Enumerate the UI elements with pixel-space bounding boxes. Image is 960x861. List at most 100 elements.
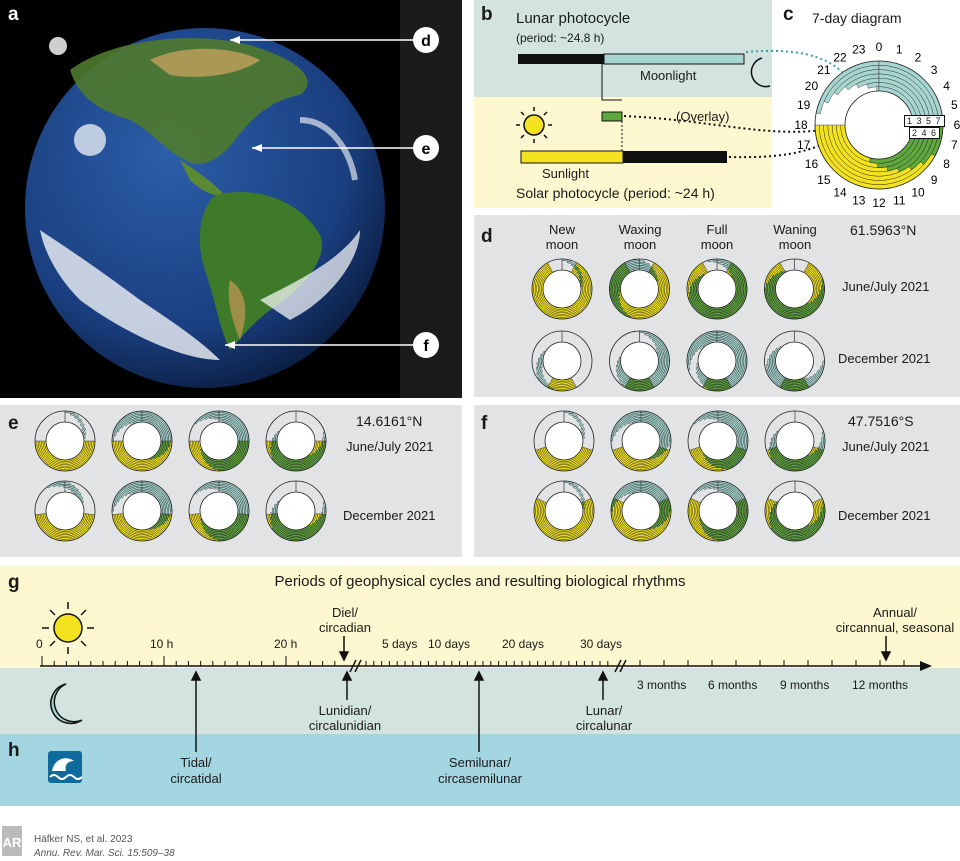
marker-d: d [421,33,431,50]
panel-d-latitude: 61.5963°N [850,222,917,238]
hour-label: 14 [833,186,847,200]
panel-e-latitude: 14.6161°N [356,413,423,429]
panel-f-row2: December 2021 [838,508,931,523]
label-lunar: Lunar/ circalunar [575,703,633,733]
moon-dot [49,37,67,55]
ring-1-3 [265,480,327,542]
panel-d-row2: December 2021 [838,351,931,366]
credit-line1: Häfker NS, et al. 2023 [34,834,133,845]
hour-label: 20 [805,79,819,93]
sun-icon-small [516,107,552,143]
ar-logo: AR [2,826,22,856]
moon-icon [750,57,771,88]
tick-10days: 10 days [428,637,471,651]
ring-0-0 [34,410,96,472]
ring-0-0 [531,258,593,320]
day-labels-bottom: 2 4 6 [909,127,941,139]
panel-g-bg [0,566,960,668]
panel-e-rings [34,410,327,542]
hour-label: 4 [943,79,950,93]
panel-b-label: b [481,4,493,25]
hour-label: 7 [951,138,958,152]
panel-f-label: f [481,413,488,434]
panel-h-bg [0,734,960,806]
day-labels-top: 1 3 5 7 [904,115,945,127]
credit-line2: Annu. Rev. Mar. Sci. 15:509–38 [34,848,175,859]
ring-0-2 [687,410,749,472]
marker-f: f [423,338,429,355]
ring-1-0 [533,480,595,542]
ring-1-2 [188,480,250,542]
panel-d-label: d [481,226,493,247]
marker-e: e [422,141,431,158]
hour-label: 3 [931,63,938,77]
ring-0-0 [533,410,595,472]
svg-text:AR: AR [3,835,22,850]
lunar-photocycle-title: Lunar photocycle [516,10,631,27]
lunar-period: (period: ~24.8 h) [516,31,605,45]
overlay-label: (Overlay) [676,109,730,124]
hour-label: 5 [951,98,958,112]
ring-0-2 [686,258,748,320]
hour-label: 2 [915,50,922,64]
col-waning-moon: Waning moon [773,222,817,252]
col-waxing-moon: Waxing moon [618,222,662,252]
panel-a: d e f a [0,0,462,398]
timeline-axis [40,602,932,783]
tick-30days: 30 days [580,637,623,651]
sun-icon [42,602,94,654]
seven-day-title: 7-day diagram [812,10,902,26]
earth-image: d e f [25,0,462,398]
panel-g-title: Periods of geophysical cycles and result… [274,573,686,590]
hour-label: 6 [954,118,960,132]
ring-1-1 [111,480,173,542]
hour-label: 22 [833,50,847,64]
panel-g-label: g [8,572,20,593]
ring-1-1 [609,330,670,392]
photocycle-diagram [516,49,843,164]
ring-0-1 [111,410,173,472]
hour-label: 21 [817,63,831,77]
col-new-moon: New moon [545,222,579,252]
tick-3months: 3 months [637,678,687,692]
panel-b-lunar-bg [474,0,772,97]
ring-1-2 [687,480,749,542]
hour-label: 23 [852,43,866,57]
col-full-moon: Full moon [700,222,734,252]
ring-1-0 [531,330,593,392]
tick-12months: 12 months [852,678,909,692]
ring-0-3 [764,410,826,472]
hour-label: 16 [805,157,819,171]
moonlight-bar [603,53,745,65]
ring-1-1 [610,480,672,542]
solar-photocycle-title: Solar photocycle (period: ~24 h) [516,185,715,201]
label-lunidian: Lunidian/ circalunidian [308,703,382,733]
hour-label: 19 [797,98,811,112]
hour-label: 11 [893,193,906,207]
label-diel: Diel/ circadian [318,605,372,635]
big-ring [814,60,944,190]
tick-0: 0 [36,637,43,651]
ring-0-3 [764,258,825,320]
hour-label: 1 [896,43,903,57]
panel-a-label: a [8,4,19,25]
panel-f-rings [533,410,826,542]
tick-10h: 10 h [150,637,174,651]
hour-label: 0 [876,40,883,54]
wave-icon [48,751,83,783]
ring-0-1 [609,258,670,320]
label-semilunar: Semilunar/ circasemilunar [438,755,522,786]
hour-label: 18 [794,118,808,132]
tick-20h: 20 h [274,637,298,651]
panel-e-label: e [8,413,19,434]
tick-20days: 20 days [502,637,545,651]
ring-0-1 [610,410,672,472]
tick-5days: 5 days [382,637,418,651]
panel-h-label: h [8,740,20,761]
tick-6months: 6 months [708,678,758,692]
ring-1-3 [764,480,826,542]
hour-label: 8 [943,157,950,171]
ring-1-2 [686,330,748,392]
hour-label: 15 [817,173,831,187]
